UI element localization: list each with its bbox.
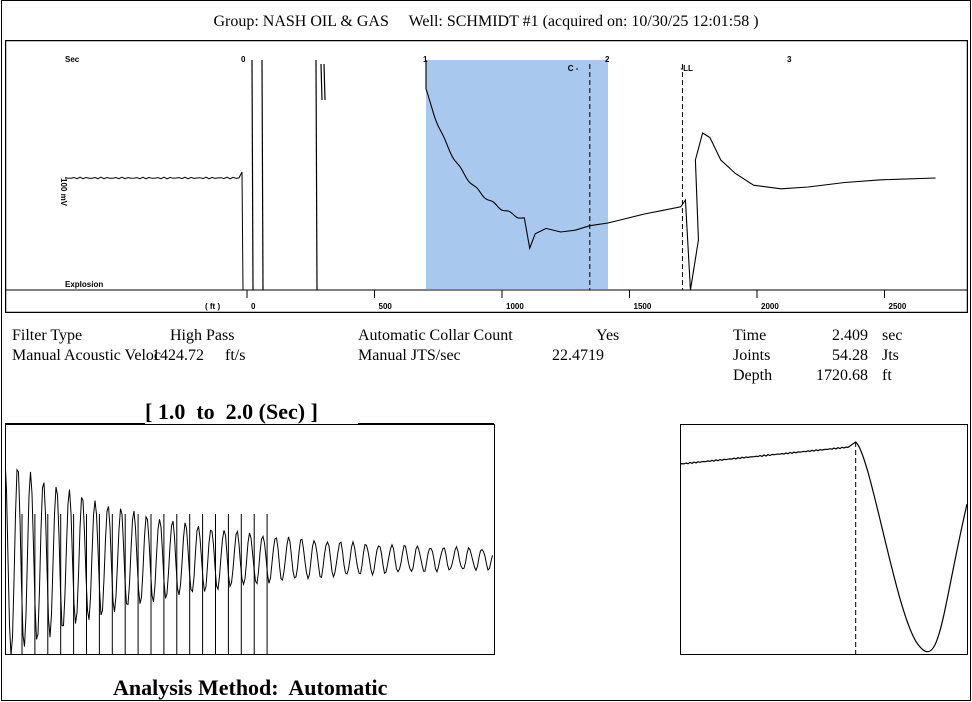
collar-chart-border xyxy=(5,424,495,655)
time-label: Time xyxy=(733,327,767,344)
explosion-stroke xyxy=(251,59,254,291)
depth-tick-label: 2500 xyxy=(889,302,907,311)
group-label: Group: xyxy=(213,13,259,30)
time-ticks: 0 1 2 3 xyxy=(241,55,792,64)
liquid-level-zoom-chart xyxy=(680,424,968,655)
depth-ticks: 0 500 1000 1500 2000 2500 xyxy=(246,290,907,311)
main-trace-line xyxy=(425,60,936,291)
explosion-stroke xyxy=(323,63,326,101)
time-tick-label: 2 xyxy=(605,55,610,64)
explosion-stroke xyxy=(315,59,318,291)
analysis-method: Analysis Method: Automatic xyxy=(113,675,387,701)
main-acoustic-chart: Sec 0 1 2 3 100 mV Explosion ( ft ) 0 500 100… xyxy=(5,40,968,313)
joints-value: 54.28 xyxy=(832,347,868,364)
depth-tick-label: 1000 xyxy=(506,302,524,311)
acquired-time: 10/30/25 12:01:58 xyxy=(631,13,750,30)
y-axis-label: 100 mV xyxy=(59,178,68,207)
collar-panel-title: [ 1.0 to 2.0 (Sec) ] xyxy=(145,399,318,424)
auto-collar-value: Yes xyxy=(596,327,620,344)
explosion-label: Explosion xyxy=(65,280,103,289)
depth-axis-label: ( ft ) xyxy=(205,302,220,311)
time-unit: sec xyxy=(882,327,903,344)
depth-label: Depth xyxy=(733,367,773,384)
depth-unit: ft xyxy=(882,367,892,384)
filter-type-value: High Pass xyxy=(170,327,235,344)
analysis-method-label: Analysis Method: xyxy=(113,675,279,700)
manual-velocity-unit: ft/s xyxy=(225,347,246,364)
time-tick-label: 3 xyxy=(787,55,792,64)
time-tick-label: 0 xyxy=(241,55,246,64)
report-header: Group: NASH OIL & GAS Well: SCHMIDT #1 (… xyxy=(213,13,759,30)
filter-type-label: Filter Type xyxy=(12,327,83,344)
footer-rule-right xyxy=(452,700,966,701)
joints-unit: Jts xyxy=(882,347,899,364)
acquired-label: acquired on: xyxy=(547,13,628,30)
explosion-stroke xyxy=(261,59,264,291)
pre-shot-trace xyxy=(64,171,244,291)
collar-title-rule-right xyxy=(358,423,494,424)
auto-collar-label: Automatic Collar Count xyxy=(358,327,513,344)
depth-tick-label: 0 xyxy=(251,302,256,311)
highlight-region xyxy=(426,60,608,289)
collar-title-rule-left xyxy=(5,423,145,424)
time-tick-label: 1 xyxy=(423,55,428,64)
well-name: SCHMIDT #1 xyxy=(446,13,539,30)
well-label: Well: xyxy=(408,13,443,30)
manual-jts-value: 22.4719 xyxy=(552,347,604,364)
time-value: 2.409 xyxy=(832,327,868,344)
zoom-chart-border xyxy=(680,424,968,655)
analysis-method-value: Automatic xyxy=(288,675,388,700)
depth-tick-label: 2000 xyxy=(761,302,779,311)
footer-rule-left xyxy=(5,700,113,701)
liquid-level-label: -LL xyxy=(680,64,693,73)
group-name: NASH OIL & GAS xyxy=(262,13,389,30)
depth-value: 1720.68 xyxy=(816,367,868,384)
collar-chart xyxy=(5,424,495,655)
joints-label: Joints xyxy=(733,347,771,364)
zoom-trace-line xyxy=(680,441,968,653)
time-axis-label: Sec xyxy=(65,55,80,64)
manual-velocity-value: 1424.72 xyxy=(152,347,204,364)
main-trace-layer xyxy=(64,59,936,291)
depth-tick-label: 500 xyxy=(379,302,393,311)
collar-trace-line xyxy=(5,458,493,655)
manual-jts-label: Manual JTS/sec xyxy=(358,347,461,364)
explosion-stroke xyxy=(320,63,323,101)
depth-tick-label: 1500 xyxy=(634,302,652,311)
collar-marker-label: C - xyxy=(568,64,579,73)
manual-velocity-label: Manual Acoustic Veloc xyxy=(12,347,162,364)
